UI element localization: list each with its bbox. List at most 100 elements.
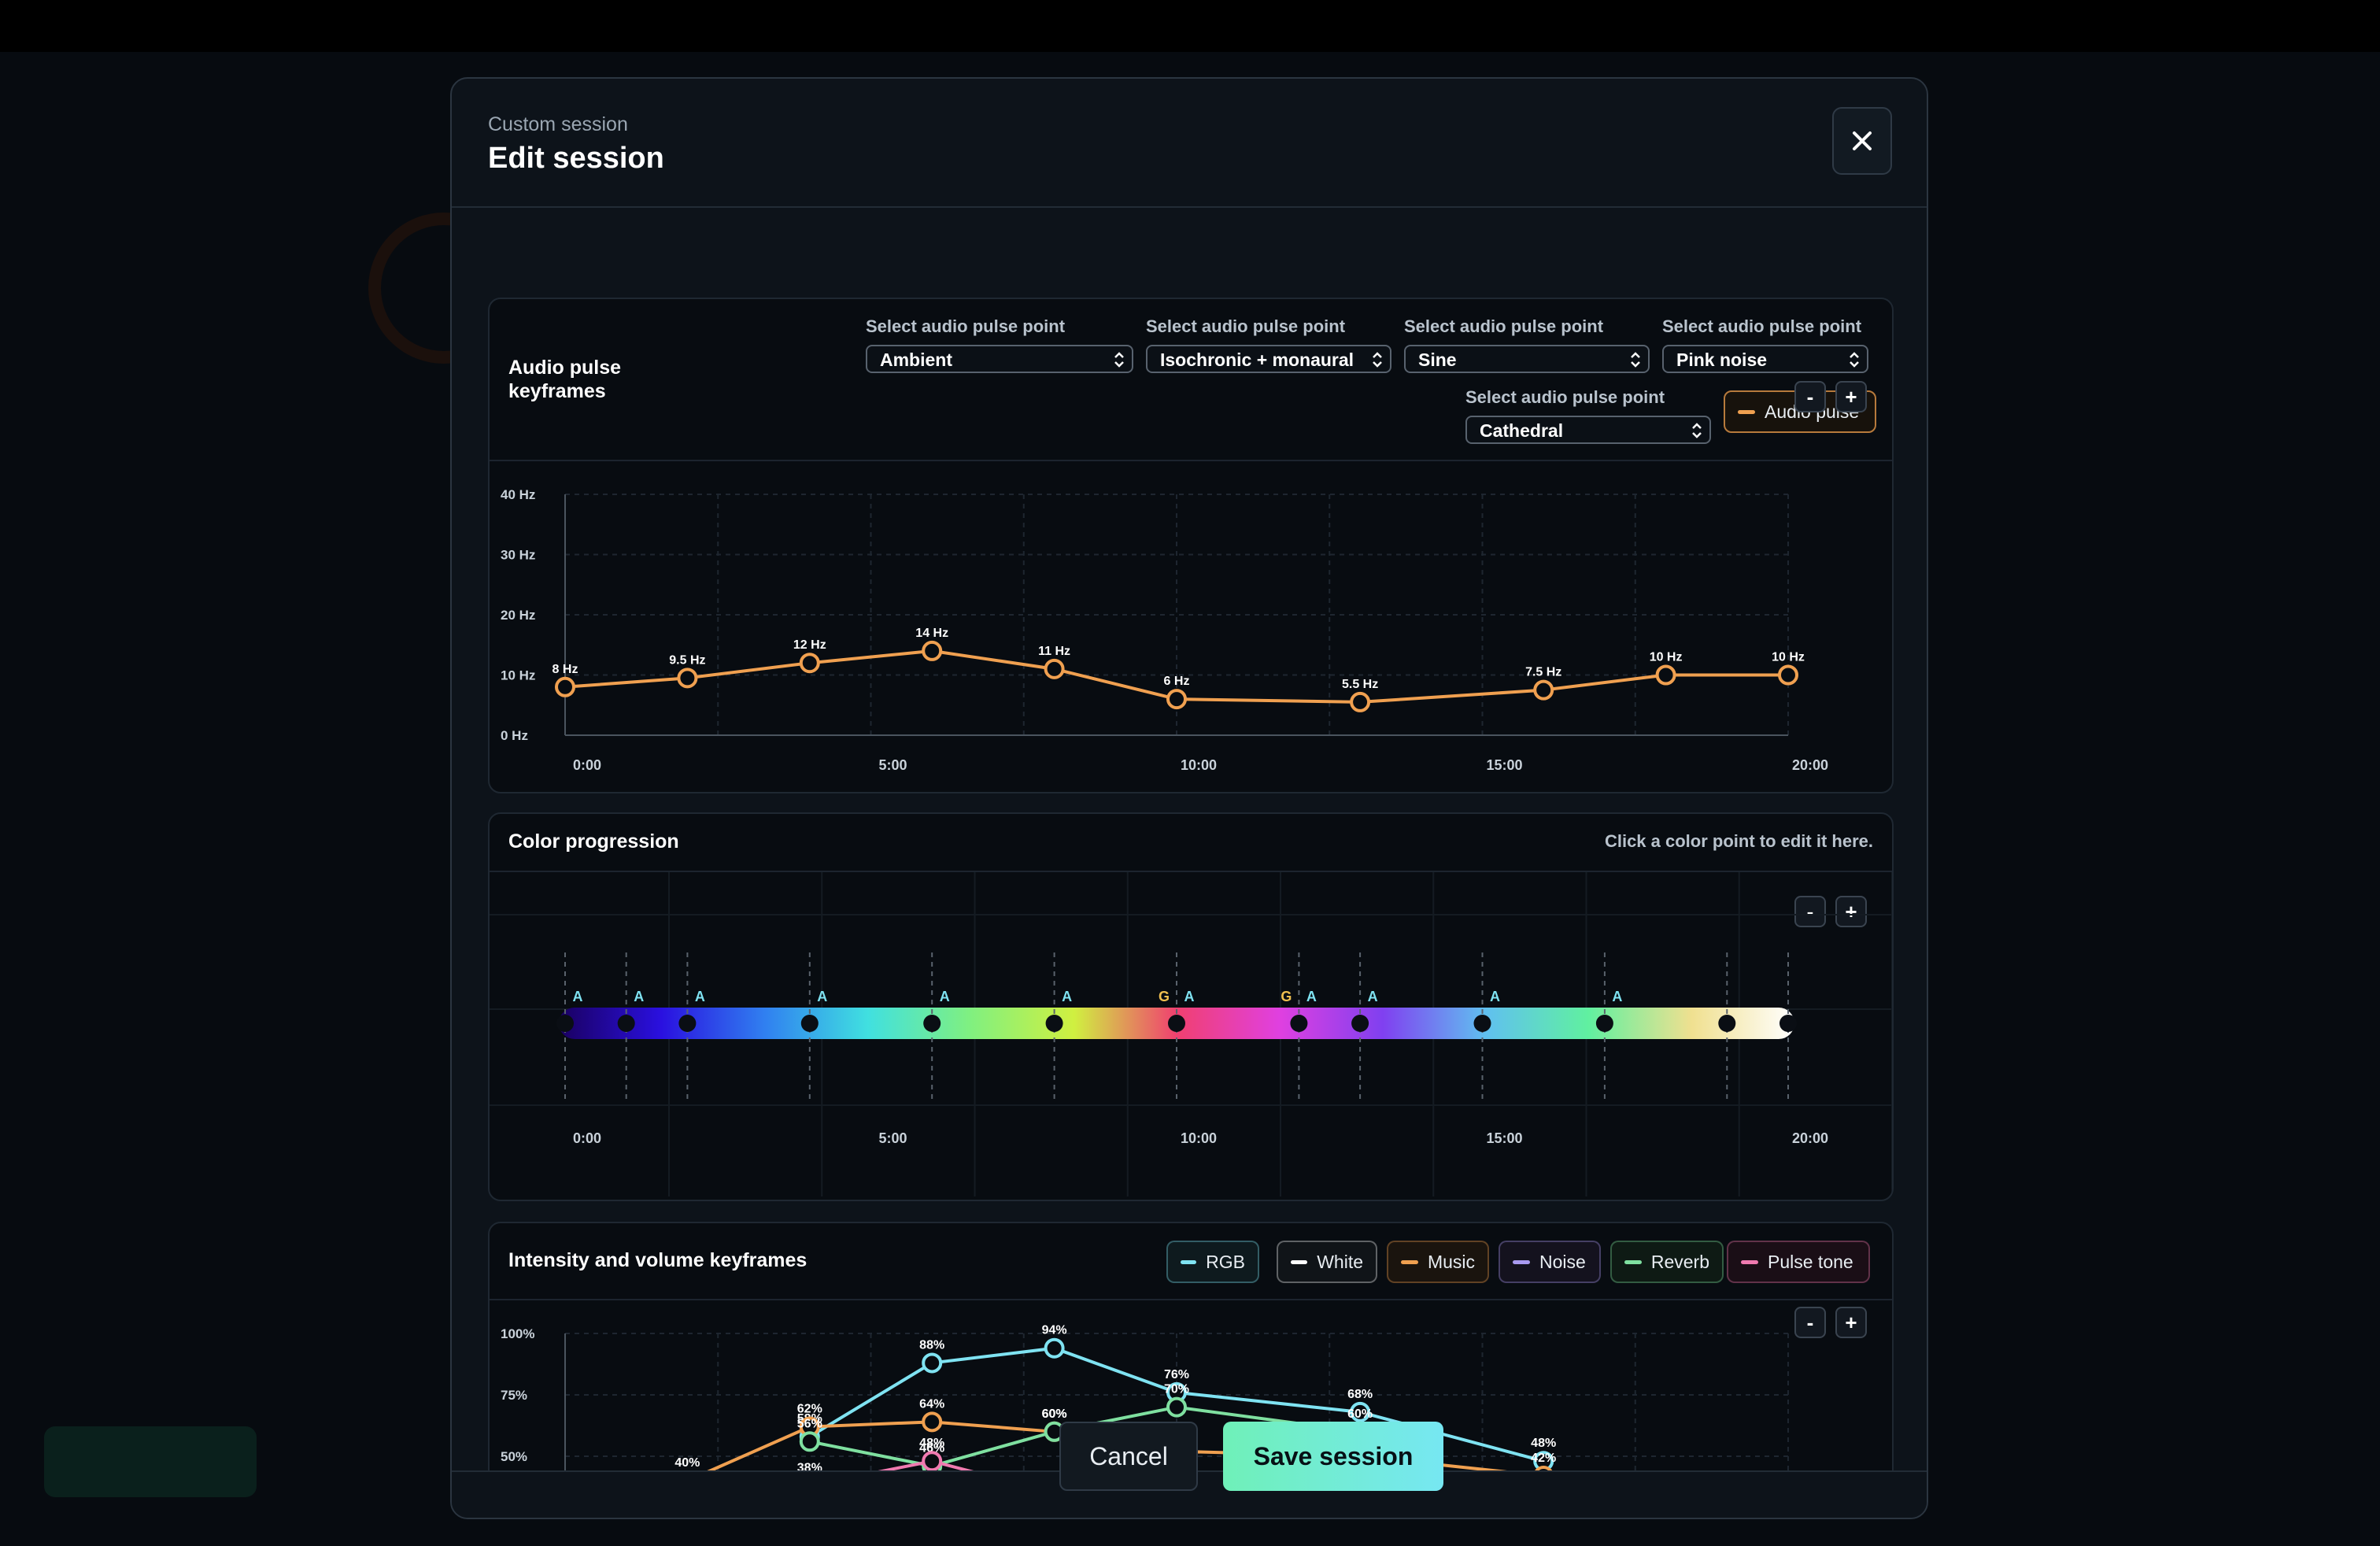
select-value: Ambient [880,350,952,370]
data-label: 62% [797,1403,822,1416]
tag-a: A [573,989,583,1004]
data-label: 64% [919,1397,944,1411]
color-panel-title: Color progression [508,830,679,853]
data-label: 12 Hz [793,638,826,652]
color-point [1595,1015,1613,1032]
legend-swatch [1738,409,1755,414]
color-point [1718,1015,1736,1032]
top-bar [0,0,2380,52]
select-value: Cathedral [1480,420,1564,441]
data-label: 48% [919,1437,944,1450]
selector-label: Select audio pulse point [1146,316,1346,336]
intensity-panel-title: Intensity and volume keyframes [508,1249,808,1271]
color-point [923,1015,941,1032]
tag-a: A [1306,989,1317,1004]
color-point [556,1015,574,1032]
selector-label: Select audio pulse point [866,316,1066,336]
x-tick-label: 10:00 [1181,757,1217,773]
y-tick-label: 100% [501,1326,534,1341]
legend-noise[interactable]: Noise [1499,1241,1601,1283]
tag-a: A [1184,989,1195,1004]
audio-pulse-panel: Audio pulse keyframes Select audio pulse… [488,298,1894,793]
data-label: 56% [797,1417,822,1430]
zoom-in-button[interactable]: + [1835,1307,1867,1338]
legend-swatch [1624,1259,1642,1264]
audio-select-sine[interactable]: Sine [1404,345,1650,373]
y-tick-label: 30 Hz [501,548,535,563]
legend-white[interactable]: White [1277,1241,1377,1283]
data-point [799,653,820,674]
legend-rgb[interactable]: RGB [1166,1241,1259,1283]
color-point [1045,1015,1063,1032]
legend-label: Reverb [1650,1251,1709,1272]
legend-label: White [1317,1251,1363,1272]
color-point [1290,1015,1308,1032]
audio-select-isochronic[interactable]: Isochronic + monaural [1146,345,1391,373]
color-point [617,1015,635,1032]
data-point [1535,1465,1553,1470]
y-tick-label: 20 Hz [501,608,535,623]
data-label: 48% [1531,1437,1556,1450]
audio-select-cathedral[interactable]: Cathedral [1465,416,1711,444]
modal-subtitle: Custom session [488,113,628,135]
modal-title: Edit session [488,142,664,175]
audio-select-pink-noise[interactable]: Pink noise [1662,345,1868,373]
y-tick-label: 75% [501,1388,527,1403]
data-point [1166,689,1187,710]
audio-panel-title: Audio pulse keyframes [508,357,622,402]
select-value: Isochronic + monaural [1160,350,1354,370]
zoom-out-button[interactable]: - [1794,381,1826,412]
tag-a: A [1368,989,1378,1004]
legend-music[interactable]: Music [1387,1241,1489,1283]
updown-caret-icon [1692,423,1702,438]
audio-select-ambient[interactable]: Ambient [866,345,1133,373]
data-label: 42% [1531,1452,1556,1465]
audio-selector-3: Select audio pulse point Sine [1404,316,1650,373]
color-progression-track[interactable]: A A A A A A G A G A A A A0:00 5:00 10:00 15:00 20:00 [490,872,1892,1200]
audio-panel-header: Audio pulse keyframes Select audio pulse… [490,299,1892,461]
close-button[interactable] [1832,107,1892,175]
data-label: 94% [1042,1324,1067,1337]
background-badge [44,1426,257,1497]
data-point [922,1451,943,1470]
data-point [922,1352,943,1374]
data-label: 9.5 Hz [669,653,705,667]
cancel-button[interactable]: Cancel [1059,1422,1198,1491]
data-label: 35% [1042,1469,1067,1470]
data-point [1350,691,1371,712]
x-tick-label: 0:00 [573,757,601,773]
save-session-button[interactable]: Save session [1223,1422,1443,1491]
data-point [922,1411,943,1433]
legend-reverb[interactable]: Reverb [1610,1241,1724,1283]
data-label: 60% [1347,1407,1373,1421]
color-point [1351,1015,1369,1032]
legend-swatch [1741,1259,1758,1264]
legend-pulse-tone[interactable]: Pulse tone [1727,1241,1870,1283]
legend-label: RGB [1206,1251,1245,1272]
tag-g: G [1281,989,1292,1004]
data-label: 68% [1347,1388,1373,1401]
updown-caret-icon [1114,352,1124,368]
zoom-in-button[interactable]: + [1835,381,1867,412]
edit-session-modal: Custom session Edit session Audio pulse … [450,77,1928,1519]
data-label: 8 Hz [552,663,578,676]
x-tick-label: 20:00 [1792,757,1828,773]
color-point [678,1015,697,1032]
legend-label: Noise [1539,1251,1586,1272]
audio-selector-2: Select audio pulse point Isochronic + mo… [1146,316,1391,373]
select-value: Sine [1418,350,1457,370]
data-point [555,676,575,697]
modal-body: Audio pulse keyframes Select audio pulse… [452,208,1927,1470]
audio-pulse-chart[interactable]: 0 Hz 10 Hz 20 Hz 30 Hz 40 Hz 0:00 5:00 10:00 15:… [490,461,1892,792]
data-label: 46% [919,1441,944,1455]
series-line-audio-pulse [564,649,1788,704]
legend-swatch [1513,1259,1530,1264]
zoom-out-button[interactable]: - [1794,896,1826,927]
legend-label: Music [1427,1251,1475,1272]
color-progression-panel: Color progression Click a color point to… [488,812,1894,1201]
zoom-in-button[interactable]: + [1835,896,1867,927]
audio-selector-1: Select audio pulse point Ambient [866,316,1133,373]
data-label: 40% [674,1456,700,1470]
y-tick-label: 50% [501,1449,527,1464]
zoom-out-button[interactable]: - [1794,1307,1826,1338]
